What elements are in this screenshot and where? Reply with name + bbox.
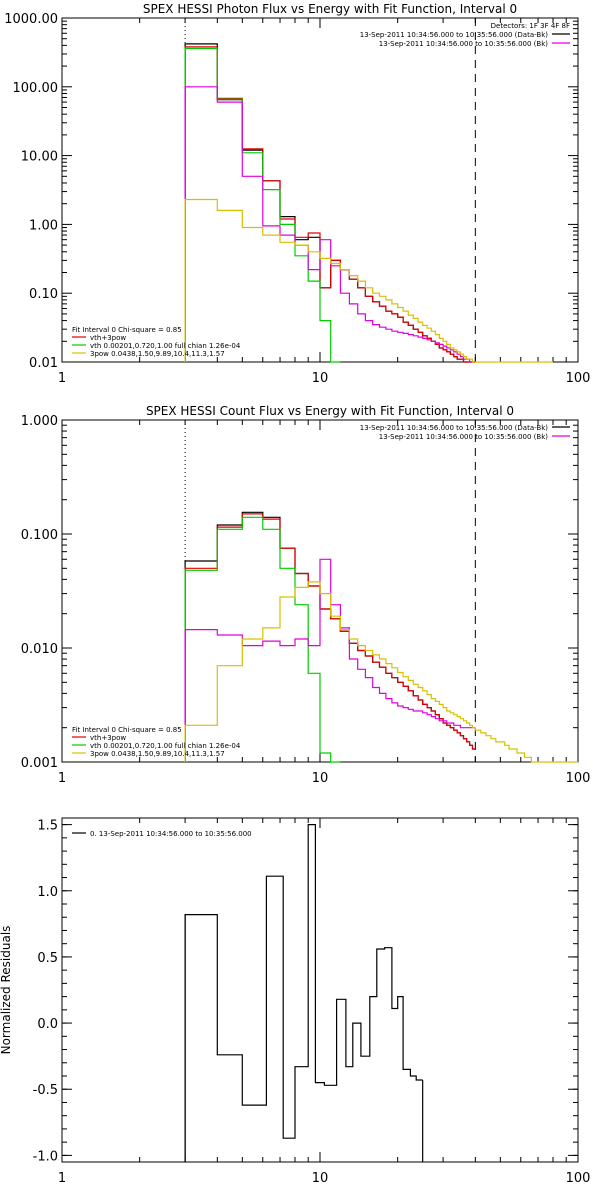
residuals-y-label: Normalized Residuals: [0, 926, 13, 1055]
time-range-legend-entry: 13-Sep-2011 10:34:56.000 to 10:35:56.000…: [379, 40, 549, 48]
series-4-histogram: [184, 198, 553, 363]
y-tick-label: 1.00: [29, 218, 58, 233]
x-tick-label: 100: [566, 771, 591, 786]
x-tick-label: 1: [58, 771, 66, 786]
y-tick-label: 1.5: [37, 819, 58, 834]
residuals-y-ticks: 1.5 1.0 0.5 0.0 -0.5 -1.0: [33, 819, 578, 1164]
y-tick-label: -1.0: [33, 1149, 58, 1164]
y-tick-label: 100.00: [13, 81, 59, 96]
series-1-histogram: [184, 46, 476, 363]
detectors-label: Detectors: 1F 3F 4F 8F: [491, 22, 570, 30]
fit-component-legend-entry: 3pow 0.0438,1.50,9.89,10.4,11.3,1.57: [90, 350, 225, 358]
residual-interval-legend-entry: 0. 13-Sep-2011 10:34:56.000 to 10:35:56.…: [90, 830, 252, 838]
series-0-histogram: [184, 824, 423, 1162]
y-tick-label: 1.0: [37, 885, 58, 900]
residuals-x-ticks: 1 10 100: [58, 818, 591, 1186]
y-tick-label: 0.01: [29, 356, 58, 371]
x-tick-label: 1: [58, 371, 66, 386]
count-flux-panel: SPEX HESSI Count Flux vs Energy with Fit…: [21, 404, 591, 786]
y-tick-label: 0.001: [21, 756, 58, 771]
y-tick-label: -0.5: [33, 1083, 58, 1098]
fit-component-legend-entry: vth+3pow: [90, 734, 126, 742]
y-tick-label: 1.000: [21, 414, 58, 429]
count-flux-legends: 13-Sep-2011 10:34:56.000 to 10:35:56.000…: [72, 424, 570, 758]
y-tick-label: 0.0: [37, 1017, 58, 1032]
x-tick-label: 10: [312, 1171, 329, 1186]
fit-chi-square-label: Fit Interval 0 Chi-square = 0.85: [72, 726, 182, 734]
time-range-legend-entry: 13-Sep-2011 10:34:56.000 to 10:35:56.000…: [360, 424, 549, 432]
fit-component-legend-entry: vth+3pow: [90, 334, 126, 342]
photon-flux-panel: SPEX HESSI Photon Flux vs Energy with Fi…: [4, 2, 590, 386]
series-4-histogram: [184, 581, 578, 763]
time-range-legend-entry: 13-Sep-2011 10:34:56.000 to 10:35:56.000…: [360, 31, 549, 39]
time-range-legend-entry: 13-Sep-2011 10:34:56.000 to 10:35:56.000…: [379, 433, 549, 441]
series-3-histogram: [184, 558, 476, 762]
residuals-series: [184, 824, 424, 1162]
count-flux-series: [184, 511, 578, 763]
series-2-histogram: [184, 516, 341, 763]
x-tick-label: 100: [566, 1171, 591, 1186]
y-tick-label: 10.00: [21, 150, 58, 165]
fit-component-legend-entry: vth 0.00201,0.720,1.00 full chian 1.26e-…: [90, 742, 241, 750]
photon-flux-title: SPEX HESSI Photon Flux vs Energy with Fi…: [143, 2, 517, 16]
y-tick-label: 0.5: [37, 951, 58, 966]
count-flux-y-ticks: 1.000 0.100 0.010 0.001: [21, 414, 578, 771]
x-tick-label: 100: [566, 371, 591, 386]
x-tick-label: 10: [312, 771, 329, 786]
x-tick-label: 10: [312, 371, 329, 386]
fit-chi-square-label: Fit Interval 0 Chi-square = 0.85: [72, 326, 182, 334]
residuals-panel: Normalized Residuals 1 10 100 1.5 1.0 0.5 0.0…: [0, 817, 591, 1186]
fit-component-legend-entry: vth 0.00201,0.720,1.00 full chian 1.26e-…: [90, 342, 241, 350]
fit-component-legend-entry: 3pow 0.0438,1.50,9.89,10.4,11.3,1.57: [90, 750, 225, 758]
series-1-histogram: [184, 513, 476, 762]
count-flux-title: SPEX HESSI Count Flux vs Energy with Fit…: [146, 404, 514, 418]
photon-flux-series: [184, 43, 553, 363]
residuals-legend: 0. 13-Sep-2011 10:34:56.000 to 10:35:56.…: [72, 830, 252, 838]
y-tick-label: 1000.00: [4, 12, 58, 27]
y-tick-label: 0.10: [29, 287, 58, 302]
x-tick-label: 1: [58, 1171, 66, 1186]
photon-flux-x-ticks: 1 10 100: [58, 18, 591, 386]
photon-flux-y-ticks: 1000.00 100.00 10.00 1.00 0.10 0.01: [4, 12, 578, 371]
y-tick-label: 0.010: [21, 642, 58, 657]
y-tick-label: 0.100: [21, 528, 58, 543]
